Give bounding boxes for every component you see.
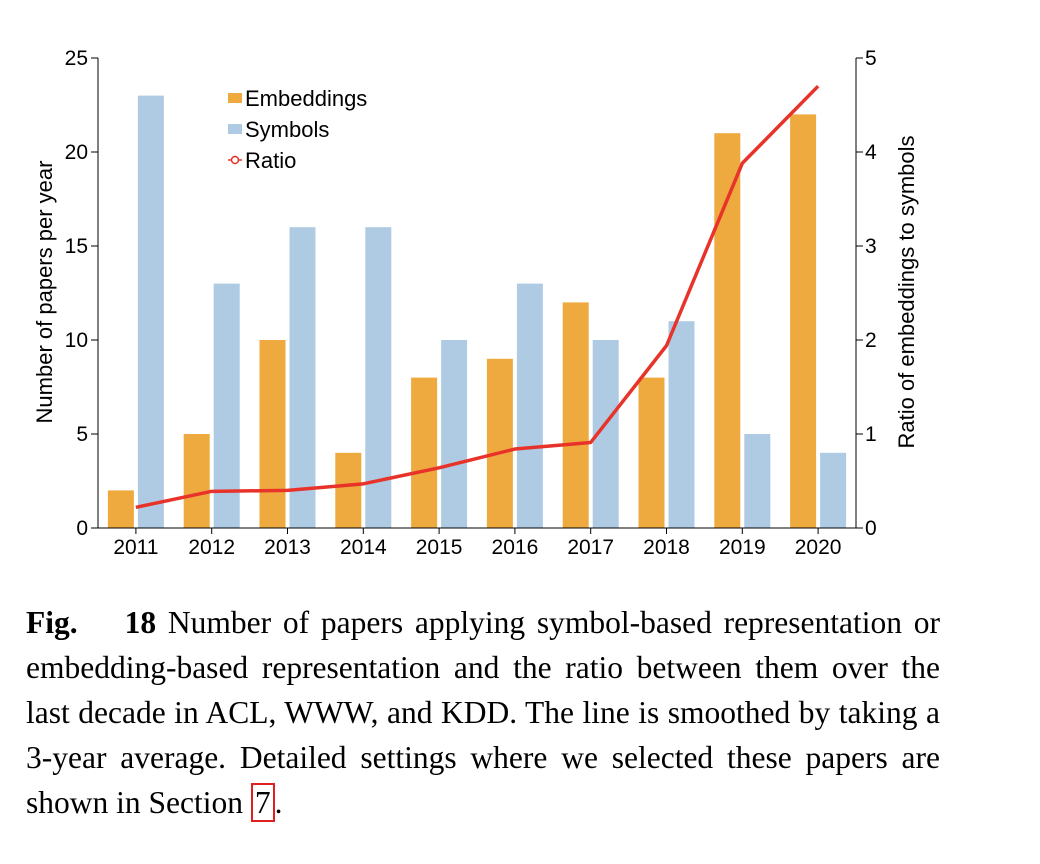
legend-swatch-symbols: [228, 124, 242, 134]
x-tick-label: 2013: [264, 536, 311, 559]
bar-embeddings-2018: [638, 377, 665, 528]
caption-label: Fig.: [26, 605, 78, 640]
x-tick-label: 2019: [719, 536, 766, 559]
ratio-line-layer: [135, 84, 820, 510]
bar-embeddings-2016: [486, 358, 513, 528]
bar-embeddings-2019: [714, 133, 741, 528]
bar-symbols-2018: [668, 321, 695, 528]
x-tick-label: 2018: [643, 536, 690, 559]
bar-embeddings-2017: [562, 302, 589, 528]
x-tick-label: 2011: [113, 536, 158, 559]
x-tick-label: 2016: [492, 536, 539, 559]
bar-embeddings-2013: [259, 340, 286, 528]
bar-embeddings-2011: [107, 490, 134, 528]
bar-symbols-2015: [441, 340, 468, 528]
legend-marker-ratio: [230, 155, 240, 165]
bar-symbols-2011: [137, 95, 164, 528]
x-tick-label: 2015: [416, 536, 463, 559]
y2-axis-label: Ratio of embeddings to symbols: [894, 135, 919, 448]
y-tick-label: 10: [65, 329, 88, 352]
bars-layer: [107, 95, 847, 529]
caption-text: Number of papers applying symbol-based r…: [26, 605, 941, 820]
bar-symbols-2019: [744, 434, 771, 528]
y-tick-label: 0: [76, 517, 88, 540]
section-ref-link[interactable]: 7: [250, 783, 275, 822]
legend-label-symbols: Symbols: [245, 117, 329, 142]
chart: 0 5 10 15 20 25 0 1 2 3 4 5 2011 2012 2013 2014 2015 2016…: [32, 47, 919, 559]
legend: Embeddings Symbols Ratio: [228, 86, 367, 173]
y2-tick-label: 1: [865, 423, 877, 446]
figure-caption: Fig. 18 Number of papers applying symbol…: [26, 600, 940, 825]
y2-tick-label: 3: [865, 235, 877, 258]
legend-label-embeddings: Embeddings: [245, 86, 367, 111]
y-tick-label: 20: [65, 141, 88, 164]
bar-embeddings-2012: [183, 434, 210, 528]
caption-number: 18: [124, 605, 157, 640]
x-tick-label: 2012: [188, 536, 235, 559]
bar-symbols-2016: [516, 283, 543, 528]
x-tick-label: 2017: [567, 536, 614, 559]
caption-end: .: [274, 785, 283, 820]
x-tick-label: 2014: [340, 536, 387, 559]
y-tick-label: 25: [65, 47, 88, 70]
y2-tick-label: 5: [865, 47, 877, 70]
ratio-line: [135, 84, 820, 510]
bar-embeddings-2014: [335, 452, 362, 528]
bar-symbols-2013: [289, 227, 316, 528]
y2-tick-label: 2: [865, 329, 877, 352]
bar-embeddings-2015: [411, 377, 438, 528]
legend-swatch-embeddings: [228, 93, 242, 103]
y2-tick-label: 4: [865, 141, 877, 164]
y2-tick-label: 0: [865, 517, 877, 540]
bar-symbols-2020: [820, 452, 847, 528]
y-tick-label: 5: [76, 423, 88, 446]
x-tick-label: 2020: [795, 536, 842, 559]
y-tick-label: 15: [65, 235, 88, 258]
bar-embeddings-2020: [790, 114, 817, 529]
legend-label-ratio: Ratio: [245, 148, 296, 173]
bar-symbols-2012: [213, 283, 240, 528]
axes-layer: 0 5 10 15 20 25 0 1 2 3 4 5 2011 2012 2013 2014 2015 2016…: [65, 47, 877, 559]
y-axis-label: Number of papers per year: [32, 161, 57, 424]
